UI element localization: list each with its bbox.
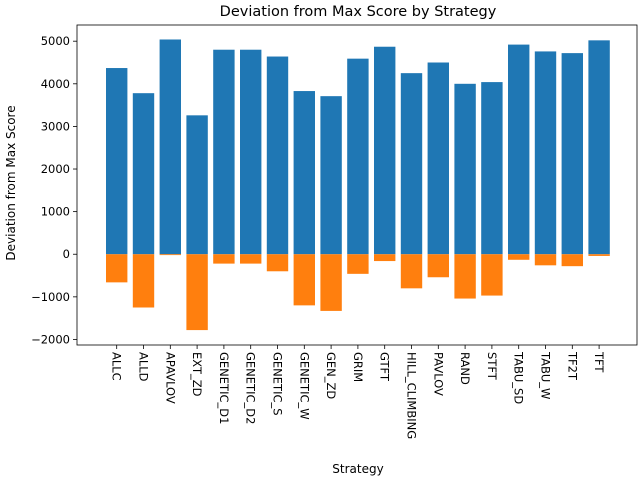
x-tick-label: TFT (592, 351, 606, 373)
x-tick-label: ALLD (137, 352, 151, 382)
bar-stft-series-2 (481, 254, 503, 296)
y-tick-label: 4000 (41, 77, 70, 91)
y-tick-label: 3000 (41, 119, 70, 133)
bar-gen-zd-series-2 (320, 254, 342, 311)
bar-pavlov-series-2 (427, 254, 449, 278)
y-tick-label: −2000 (31, 332, 70, 346)
bar-hill-climbing-series-1 (400, 73, 423, 255)
x-tick-label: PAVLOV (431, 352, 445, 396)
bar-apavlov-series-1 (159, 39, 181, 255)
bars-layer (106, 39, 610, 331)
y-axis-label: Deviation from Max Score (4, 105, 18, 260)
bar-grim-series-2 (347, 254, 369, 274)
bar-genetic-d1-series-1 (213, 49, 235, 255)
bar-tabu-sd-series-2 (508, 254, 530, 260)
bar-genetic-d2-series-1 (240, 49, 262, 255)
bar-rand-series-2 (454, 254, 476, 299)
x-tick-label: EXT_ZD (190, 352, 204, 397)
x-tick-label: GRIM (351, 352, 365, 382)
x-tick-label: STFT (485, 352, 499, 381)
x-tick-label: TF2T (565, 351, 579, 381)
x-tick-label: ALLC (110, 352, 124, 381)
x-tick-label: GENETIC_D2 (244, 352, 258, 424)
bar-rand-series-1 (454, 83, 476, 255)
bar-alld-series-2 (132, 254, 155, 308)
y-tick-label: 2000 (41, 162, 70, 176)
y-axis: −2000 −1000 0 1000 2000 3000 4000 5000 (31, 34, 77, 346)
bar-hill-climbing-series-2 (400, 254, 423, 289)
bar-gtft-series-1 (374, 46, 396, 255)
bar-ext-zd-series-2 (186, 254, 208, 331)
y-tick-label: −1000 (31, 290, 70, 304)
bar-allc-series-2 (106, 254, 128, 283)
bar-gtft-series-2 (374, 254, 396, 262)
bar-tf2t-series-2 (561, 254, 583, 267)
bar-pavlov-series-1 (427, 62, 449, 255)
bar-genetic-w-series-2 (293, 254, 315, 306)
bar-ext-zd-series-1 (186, 115, 208, 255)
bar-stft-series-1 (481, 82, 503, 255)
x-tick-label: TABU_SD (512, 351, 526, 404)
bar-tft-series-1 (588, 40, 610, 255)
x-tick-label: GEN_ZD (324, 352, 338, 399)
bar-tft-series-2 (588, 254, 610, 256)
bar-tabu-w-series-1 (534, 51, 557, 255)
bar-tf2t-series-1 (561, 53, 583, 255)
bar-grim-series-1 (347, 58, 369, 255)
bar-tabu-sd-series-1 (508, 44, 530, 255)
x-axis: ALLC ALLD APAVLOV EXT_ZD GENETIC_D1 GENETIC_D… (110, 345, 606, 439)
bar-allc-series-1 (106, 68, 128, 255)
plot-frame (76, 24, 638, 346)
bar-genetic-d1-series-2 (213, 254, 235, 264)
bar-genetic-d2-series-2 (240, 254, 262, 264)
y-tick-label: 0 (63, 247, 70, 261)
x-tick-label: GENETIC_S (271, 352, 285, 416)
bar-alld-series-1 (132, 93, 155, 255)
x-axis-label: Strategy (332, 462, 383, 476)
x-tick-label: HILL_CLIMBING (405, 352, 419, 439)
chart-title: Deviation from Max Score by Strategy (220, 4, 497, 20)
bar-genetic-s-series-1 (266, 56, 289, 255)
x-tick-label: APAVLOV (163, 352, 177, 404)
x-tick-label: RAND (458, 352, 472, 385)
x-tick-label: GENETIC_W (297, 352, 311, 420)
bar-genetic-w-series-1 (293, 91, 315, 255)
bar-apavlov-series-2 (159, 254, 181, 256)
x-tick-label: GTFT (378, 352, 392, 382)
bar-gen-zd-series-1 (320, 96, 342, 255)
bar-genetic-s-series-2 (266, 254, 289, 272)
y-tick-label: 1000 (41, 205, 70, 219)
x-tick-label: TABU_W (539, 351, 553, 399)
x-tick-label: GENETIC_D1 (217, 352, 231, 424)
y-tick-label: 5000 (41, 34, 70, 48)
bar-tabu-w-series-2 (534, 254, 557, 266)
